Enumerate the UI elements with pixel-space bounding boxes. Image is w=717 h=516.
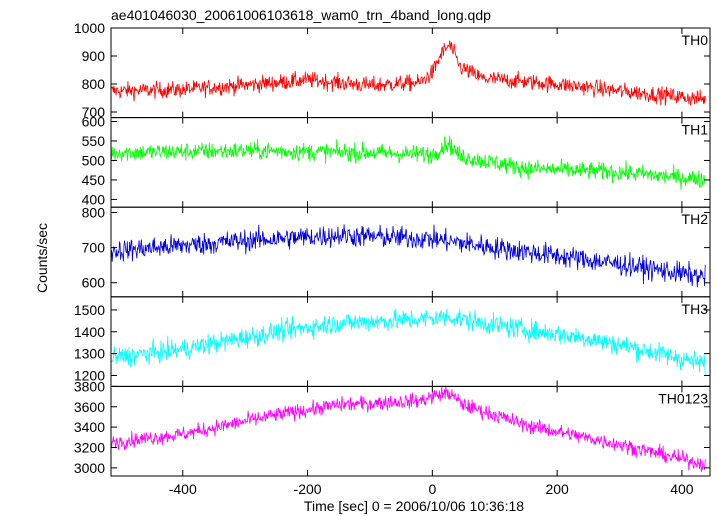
y-tick-label: 700 xyxy=(82,104,106,120)
panel-th3: 1200 1300 1400 1500 TH3 xyxy=(74,296,711,387)
y-tick-label: 3800 xyxy=(74,378,105,394)
y-tick-label: 600 xyxy=(82,113,106,129)
x-axis: -400 -200 0 200 400 xyxy=(169,481,694,497)
panel-th0123: 3000 3200 3400 3600 3800 TH0123 xyxy=(74,378,711,477)
panel-th1: 400 450 500 550 600 TH1 xyxy=(82,113,711,208)
y-tick-label: 600 xyxy=(82,275,106,291)
y-tick-label: 1500 xyxy=(74,302,105,318)
panel-th0: 700 800 900 1000 TH0 xyxy=(74,20,711,120)
series-line-th0 xyxy=(111,40,706,106)
panel-label: TH0 xyxy=(682,32,709,48)
y-tick-label: 700 xyxy=(82,240,106,256)
y-tick-label: 3400 xyxy=(74,419,105,435)
y-tick-label: 550 xyxy=(82,133,106,149)
x-tick-label: 0 xyxy=(428,481,436,497)
y-tick-label: 800 xyxy=(82,76,106,92)
y-tick-label: 3600 xyxy=(74,399,105,415)
x-axis-label: Time [sec] 0 = 2006/10/06 10:36:18 xyxy=(304,498,524,514)
panel-label: TH0123 xyxy=(658,390,708,406)
x-tick-label: 400 xyxy=(670,481,694,497)
y-tick-label: 450 xyxy=(82,172,106,188)
panel-frame xyxy=(110,385,711,477)
x-tick-label: -200 xyxy=(294,481,322,497)
y-tick-label: 400 xyxy=(82,191,106,207)
panel-th2: 600 700 800 TH2 xyxy=(82,204,711,298)
panel-label: TH1 xyxy=(682,122,709,138)
y-tick-label: 3200 xyxy=(74,439,105,455)
y-tick-label: 500 xyxy=(82,152,106,168)
chart-title: ae401046030_20061006103618_wam0_trn_4ban… xyxy=(111,7,491,23)
x-tick-label: -400 xyxy=(169,481,197,497)
y-tick-label: 800 xyxy=(82,204,106,220)
series-line-th1 xyxy=(111,135,706,190)
y-tick-label: 1200 xyxy=(74,367,105,383)
panel-frame xyxy=(110,117,711,208)
y-tick-label: 3000 xyxy=(74,460,105,476)
series-line-th3 xyxy=(111,308,706,377)
panel-label: TH3 xyxy=(682,301,709,317)
series-line-th2 xyxy=(111,224,706,288)
y-axis-label: Counts/sec xyxy=(34,223,50,293)
x-tick-label: 200 xyxy=(545,481,569,497)
panel-label: TH2 xyxy=(682,211,709,227)
y-tick-label: 1000 xyxy=(74,20,105,36)
series-line-th0123 xyxy=(111,386,706,473)
panel-frame xyxy=(110,27,711,119)
panels: 7008009001000TH0400450500550600TH1600700… xyxy=(74,20,711,477)
y-tick-label: 1300 xyxy=(74,346,105,362)
y-tick-label: 900 xyxy=(82,48,106,64)
y-tick-label: 1400 xyxy=(74,324,105,340)
